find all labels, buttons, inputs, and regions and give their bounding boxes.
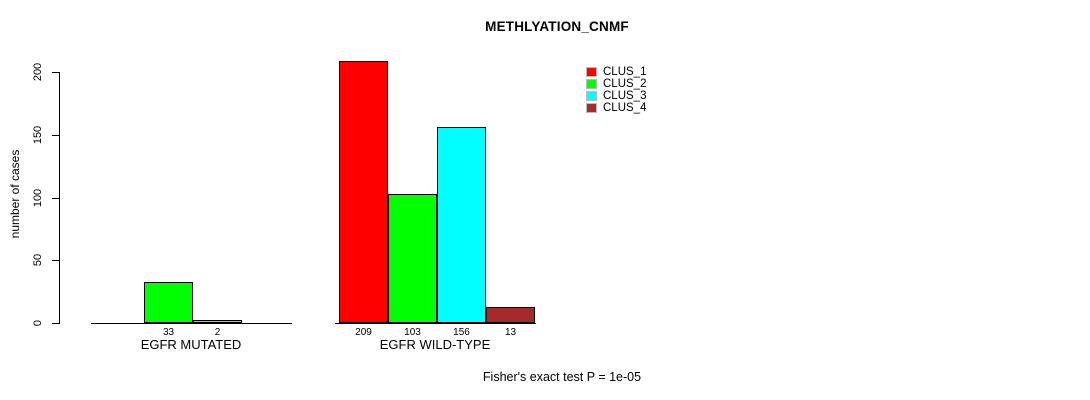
legend-item-clus_1: CLUS_1 [586, 66, 646, 78]
bar-clus_2 [144, 282, 193, 323]
y-axis-tick [52, 323, 60, 324]
y-tick-label: 100 [32, 188, 44, 208]
y-tick-label: 200 [32, 62, 44, 82]
legend-swatch-icon [586, 79, 597, 89]
legend-swatch-icon [586, 103, 597, 113]
y-axis-tick [52, 135, 60, 136]
legend-swatch-icon [586, 67, 597, 77]
y-axis-title: number of cases [8, 149, 22, 239]
legend-label: CLUS_2 [603, 78, 647, 90]
y-axis-tick [52, 260, 60, 261]
bar-clus_3 [193, 320, 242, 323]
y-tick-label: 50 [32, 253, 44, 267]
bar-clus_4 [486, 307, 535, 323]
bar-clus_3 [437, 127, 486, 323]
fisher-test-annotation: Fisher's exact test P = 1e-05 [482, 370, 642, 384]
legend-label: CLUS_1 [603, 66, 647, 78]
bar-clus_2 [388, 194, 437, 323]
legend-item-clus_2: CLUS_2 [586, 78, 646, 90]
legend-item-clus_4: CLUS_4 [586, 102, 646, 114]
bar-value-label: 33 [162, 327, 175, 338]
bar-value-label: 13 [504, 327, 517, 338]
x-axis-baseline [335, 323, 536, 324]
legend: CLUS_1 CLUS_2 CLUS_3 CLUS_4 [586, 66, 646, 114]
y-tick-label: 0 [32, 319, 44, 327]
y-axis-tick [52, 72, 60, 73]
legend-label: CLUS_4 [603, 102, 647, 114]
y-tick-label: 150 [32, 125, 44, 145]
bar-value-label: 209 [355, 327, 372, 338]
bar-value-label: 103 [404, 327, 421, 338]
group-label: EGFR WILD-TYPE [379, 337, 491, 352]
group-label: EGFR MUTATED [140, 337, 242, 352]
bar-clus_1 [339, 61, 388, 323]
chart-title: METHLYATION_CNMF [485, 19, 629, 34]
x-axis-baseline [91, 323, 292, 324]
legend-label: CLUS_3 [603, 90, 647, 102]
bar-value-label: 156 [453, 327, 470, 338]
legend-item-clus_3: CLUS_3 [586, 90, 646, 102]
legend-swatch-icon [586, 91, 597, 101]
bar-value-label: 2 [214, 327, 221, 338]
y-axis-tick [52, 198, 60, 199]
